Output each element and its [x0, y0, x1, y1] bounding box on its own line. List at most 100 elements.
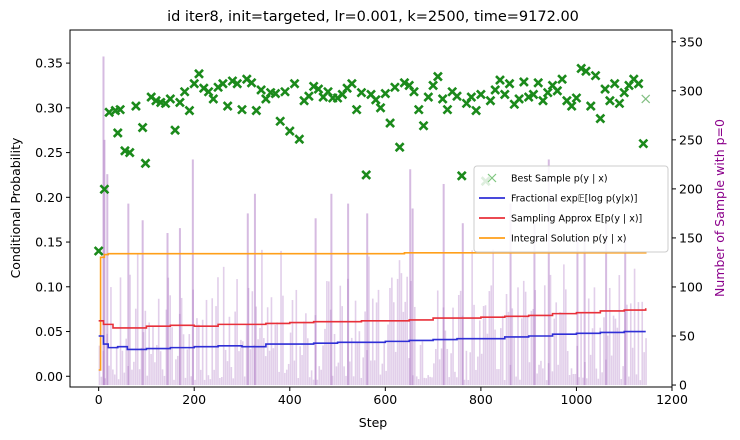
- zero-count-bar: [253, 344, 256, 386]
- best-sample-marker: [217, 78, 228, 89]
- zero-count-bar: [482, 306, 485, 386]
- y-tick-label: 0.30: [35, 100, 63, 115]
- zero-count-bar: [486, 333, 489, 386]
- zero-count-bar: [616, 327, 619, 386]
- zero-count-bar: [209, 379, 212, 386]
- zero-count-bar: [201, 319, 204, 386]
- zero-count-bar: [526, 315, 529, 386]
- best-sample-marker: [246, 77, 257, 88]
- zero-count-bar: [446, 348, 449, 386]
- zero-count-bar: [314, 315, 317, 386]
- zero-count-bar: [131, 369, 133, 386]
- zero-count-bar: [589, 354, 592, 386]
- zero-count-bar: [335, 366, 338, 386]
- zero-count-bar: [295, 289, 298, 386]
- best-sample-marker: [294, 134, 305, 145]
- zero-count-bar: [593, 287, 596, 386]
- y-tick-label: 0.10: [35, 279, 63, 294]
- zero-count-bar: [456, 377, 458, 386]
- best-sample-marker: [452, 91, 462, 102]
- zero-count-bar: [465, 350, 468, 386]
- zero-count-bar: [194, 379, 196, 386]
- best-sample-marker: [165, 93, 176, 104]
- line-fractional-exp-log-p-y-x: [98, 330, 646, 351]
- zero-count-bar: [478, 320, 481, 386]
- zero-count-bar: [538, 364, 540, 386]
- zero-count-bar: [574, 373, 577, 386]
- zero-count-bar: [494, 329, 496, 386]
- zero-count-bar: [591, 328, 594, 386]
- zero-count-bar: [220, 377, 223, 386]
- zero-count-bar: [142, 332, 145, 386]
- zero-count-bar: [496, 369, 498, 386]
- best-sample-marker: [380, 88, 391, 99]
- zero-count-bar: [199, 369, 202, 386]
- zero-count-bar: [436, 290, 439, 386]
- zero-count-bar: [536, 373, 538, 386]
- zero-count-bar: [448, 377, 451, 386]
- x-tick-label: 0: [95, 392, 103, 407]
- zero-count-bar: [597, 378, 600, 386]
- zero-count-bar: [308, 377, 311, 386]
- zero-count-bar: [123, 372, 126, 386]
- zero-count-bars: [98, 56, 647, 386]
- best-sample-marker: [394, 142, 405, 153]
- zero-count-bar: [373, 360, 376, 386]
- y-tick-label: 0.20: [35, 190, 63, 205]
- zero-count-bar: [106, 174, 109, 386]
- y2-tick-label: 50: [679, 329, 695, 344]
- zero-count-bar: [299, 346, 301, 386]
- zero-count-bar: [352, 376, 355, 386]
- zero-count-bar: [182, 334, 185, 386]
- zero-count-bar: [152, 326, 154, 386]
- zero-count-bar: [580, 313, 582, 386]
- zero-count-bar: [605, 359, 607, 386]
- best-sample-marker: [389, 82, 400, 93]
- zero-count-bar: [341, 306, 343, 386]
- y2-tick-label: 100: [679, 279, 703, 294]
- best-sample-marker: [227, 76, 238, 86]
- zero-count-bar: [429, 376, 431, 386]
- y2-axis-label: Number of Sample with p=0: [712, 119, 727, 297]
- zero-count-bar: [119, 277, 122, 386]
- zero-count-bar: [190, 376, 193, 386]
- zero-count-bar: [408, 358, 410, 386]
- zero-count-bar: [540, 360, 542, 386]
- best-sample-marker: [184, 105, 195, 116]
- zero-count-bar: [547, 159, 550, 386]
- zero-count-bar: [343, 366, 345, 386]
- zero-count-bar: [222, 266, 225, 386]
- best-sample-marker: [581, 66, 591, 77]
- zero-count-bar: [400, 273, 403, 386]
- zero-count-bar: [563, 264, 565, 386]
- best-sample-marker: [170, 125, 181, 136]
- zero-count-bar: [383, 342, 386, 386]
- zero-count-bar: [394, 351, 397, 386]
- zero-count-bar: [607, 335, 609, 386]
- best-sample-marker: [399, 77, 410, 88]
- best-sample-markers: [93, 63, 651, 256]
- zero-count-bar: [576, 233, 579, 386]
- zero-count-bar: [263, 338, 265, 386]
- zero-count-bar: [134, 308, 137, 386]
- y2-tick-label: 150: [679, 230, 703, 245]
- zero-count-bar: [297, 378, 300, 386]
- zero-count-bar: [362, 357, 365, 386]
- y2-tick-label: 200: [679, 181, 703, 196]
- line-integral-solution-p-y-x: [98, 251, 647, 371]
- zero-count-bar: [211, 298, 214, 386]
- zero-count-bar: [475, 369, 477, 386]
- zero-count-bar: [566, 351, 569, 386]
- best-sample-marker: [523, 92, 534, 103]
- zero-count-bar: [192, 289, 194, 386]
- best-sample-marker: [179, 86, 190, 97]
- zero-count-bar: [326, 281, 328, 386]
- zero-count-bar: [389, 287, 391, 386]
- best-sample-marker: [409, 86, 419, 97]
- probability-lines: [98, 251, 647, 371]
- y-tick-label: 0.05: [35, 324, 63, 339]
- x-tick-label: 1000: [561, 392, 593, 407]
- y-tick-label: 0.00: [35, 369, 63, 384]
- best-sample-marker: [194, 68, 204, 79]
- zero-count-bar: [532, 308, 535, 386]
